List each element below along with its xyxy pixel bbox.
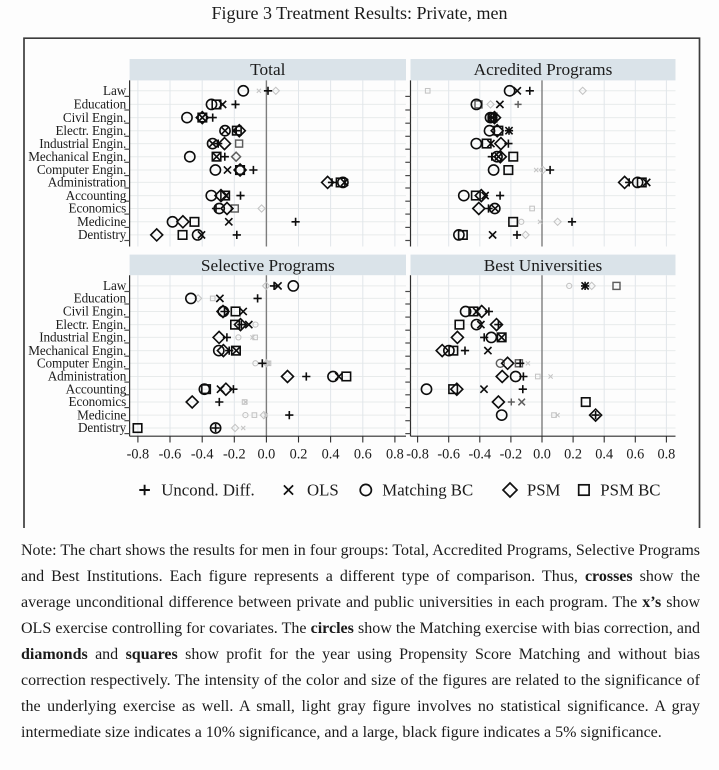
svg-text:PSM: PSM [527, 481, 561, 500]
svg-text:Electr. Engin.: Electr. Engin. [55, 123, 126, 138]
svg-text:Education: Education [74, 291, 127, 306]
svg-text:Education: Education [74, 97, 127, 112]
svg-text:Medicine: Medicine [77, 214, 126, 229]
svg-text:Computer Engin.: Computer Engin. [37, 162, 126, 177]
svg-text:-0.2: -0.2 [500, 447, 523, 463]
svg-text:-0.8: -0.8 [406, 447, 429, 463]
svg-text:Electr. Engin.: Electr. Engin. [55, 317, 126, 332]
svg-text:OLS: OLS [307, 481, 339, 500]
svg-text:-0.2: -0.2 [223, 447, 246, 463]
svg-text:0.8: 0.8 [657, 447, 675, 463]
svg-text:0.2: 0.2 [290, 447, 308, 463]
svg-text:-0.6: -0.6 [437, 447, 460, 463]
svg-text:Acredited Programs: Acredited Programs [474, 60, 613, 79]
svg-text:Mechanical Engin.: Mechanical Engin. [28, 149, 126, 164]
svg-text:0.4: 0.4 [595, 447, 613, 463]
svg-text:Economics: Economics [68, 201, 126, 216]
svg-text:Accounting: Accounting [66, 188, 127, 203]
svg-text:Dentistry: Dentistry [78, 420, 127, 435]
svg-text:Computer Engin.: Computer Engin. [37, 356, 126, 371]
svg-text:-0.4: -0.4 [191, 447, 214, 463]
svg-text:Selective Programs: Selective Programs [201, 256, 335, 275]
svg-text:PSM BC: PSM BC [600, 481, 660, 500]
svg-text:0.6: 0.6 [354, 447, 372, 463]
svg-text:-0.8: -0.8 [127, 447, 150, 463]
svg-text:Uncond. Diff.: Uncond. Diff. [161, 481, 254, 500]
svg-text:0.0: 0.0 [257, 447, 275, 463]
svg-text:Best Universities: Best Universities [484, 256, 603, 275]
svg-text:Total: Total [250, 60, 285, 79]
svg-text:Civil Engin.: Civil Engin. [63, 110, 126, 125]
svg-text:0.2: 0.2 [564, 447, 582, 463]
svg-text:Economics: Economics [68, 394, 126, 409]
svg-text:Industrial Engin.: Industrial Engin. [39, 330, 126, 345]
svg-text:Mechanical Engin.: Mechanical Engin. [28, 343, 126, 358]
svg-text:Civil Engin.: Civil Engin. [63, 304, 126, 319]
svg-text:Industrial Engin.: Industrial Engin. [39, 136, 126, 151]
svg-text:0.8: 0.8 [386, 447, 404, 463]
svg-text:Administration: Administration [48, 175, 127, 190]
svg-text:0.4: 0.4 [322, 447, 340, 463]
svg-text:Dentistry: Dentistry [78, 227, 127, 242]
svg-text:Law: Law [103, 278, 127, 293]
svg-text:Accounting: Accounting [66, 381, 127, 396]
svg-text:Law: Law [103, 83, 127, 98]
svg-text:0.0: 0.0 [533, 447, 551, 463]
svg-text:-0.6: -0.6 [159, 447, 182, 463]
svg-text:Matching BC: Matching BC [382, 481, 473, 500]
svg-text:-0.4: -0.4 [468, 447, 491, 463]
svg-text:Medicine: Medicine [77, 407, 126, 422]
svg-text:0.6: 0.6 [626, 447, 644, 463]
svg-text:Administration: Administration [48, 369, 127, 384]
